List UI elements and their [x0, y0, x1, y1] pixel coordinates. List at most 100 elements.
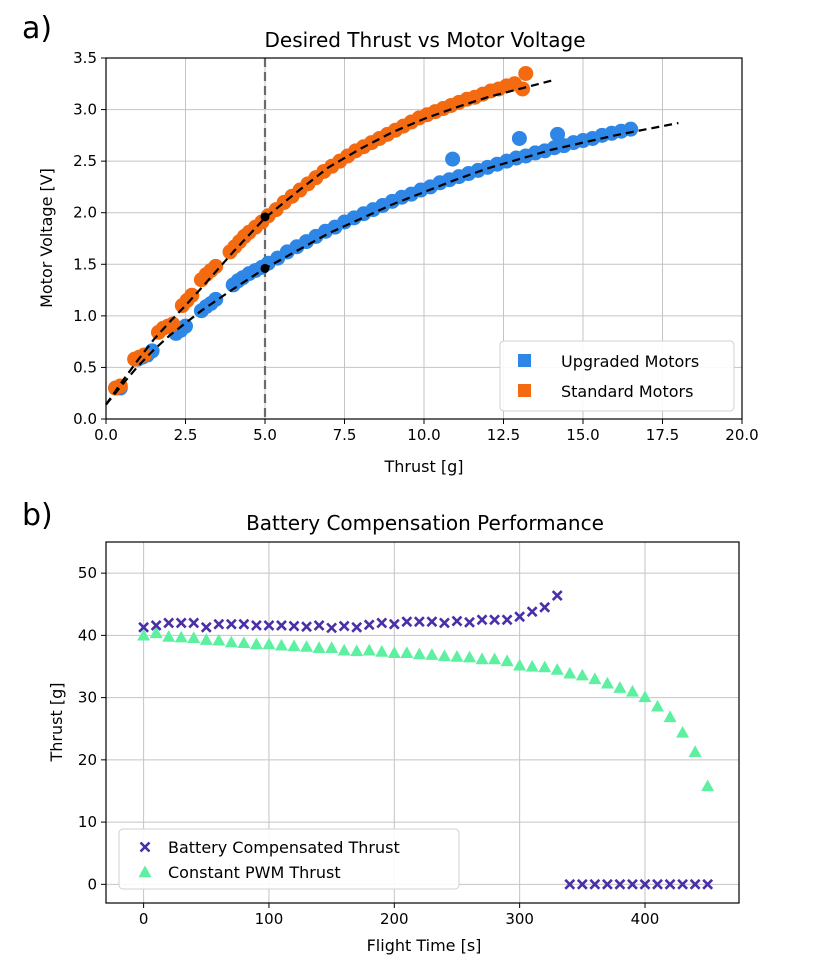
point-battery-compensated [464, 616, 475, 628]
point-constant-pwm [663, 710, 677, 723]
legend-swatch-standard-motors [518, 384, 531, 397]
point-battery-compensated [338, 620, 350, 632]
point-constant-pwm [274, 638, 288, 651]
point-constant-pwm [337, 643, 351, 656]
point-constant-pwm [375, 645, 389, 657]
point-upgraded-motors [511, 130, 527, 146]
point-battery-compensated [363, 619, 375, 631]
point-constant-pwm [224, 635, 238, 648]
chart-b-x-ticks: 0 100 200 300 400 [139, 903, 659, 928]
point-standard-motors [165, 316, 181, 332]
reference-point [260, 212, 270, 222]
point-constant-pwm [262, 637, 276, 650]
point-constant-pwm [362, 643, 376, 656]
chart-b-legend: Battery Compensated Thrust Constant PWM … [118, 828, 460, 890]
chart-a-x-tick-label: 20.0 [725, 426, 758, 444]
chart-a-y-tick-label: 3.0 [73, 101, 97, 119]
point-upgraded-motors [178, 318, 193, 334]
chart-a-x-tick-label: 0.0 [94, 426, 118, 444]
legend-triangle-marker [138, 865, 152, 878]
point-battery-compensated [250, 619, 262, 631]
point-constant-pwm [538, 660, 552, 673]
legend-marker-constant-pwm [138, 865, 152, 878]
point-battery-compensated [288, 620, 300, 632]
point-constant-pwm [450, 650, 464, 662]
point-battery-compensated [388, 618, 400, 630]
point-battery-compensated [200, 621, 212, 633]
chart-b-y-tick-label: 0 [87, 875, 97, 893]
chart-a-x-axis-label: Thrust [g] [384, 457, 464, 476]
point-constant-pwm [287, 639, 301, 652]
point-constant-pwm [625, 684, 639, 697]
point-battery-compensated [376, 617, 388, 629]
chart-b-x-axis-label: Flight Time [s] [367, 936, 482, 955]
legend-label-standard-motors: Standard Motors [561, 382, 693, 401]
legend-label-constant-pwm: Constant PWM Thrust [168, 863, 341, 882]
chart-b-y-tick-label: 30 [78, 689, 97, 707]
chart-a-y-axis-label: Motor Voltage [V] [37, 168, 56, 308]
point-constant-pwm [174, 630, 188, 643]
point-constant-pwm [688, 745, 702, 757]
legend-label-upgraded-motors: Upgraded Motors [561, 352, 699, 371]
point-constant-pwm [513, 658, 527, 671]
chart-a-x-tick-label: 15.0 [566, 426, 599, 444]
point-upgraded-motors [623, 121, 639, 137]
chart-a-x-tick-label: 10.0 [407, 426, 440, 444]
fit-curve-upgraded [105, 121, 679, 406]
point-constant-pwm [249, 637, 263, 650]
chart-a-x-tick-label: 5.0 [253, 426, 277, 444]
point-constant-pwm [350, 644, 364, 657]
point-battery-compensated [225, 618, 237, 630]
point-battery-compensated [351, 621, 363, 633]
chart-a-y-ticks: 0.0 0.5 1.0 1.5 2.0 2.5 3.0 3.5 [73, 49, 106, 428]
point-constant-pwm [149, 626, 163, 639]
point-standard-motors [518, 65, 534, 81]
chart-a-x-tick-label: 17.5 [646, 426, 679, 444]
point-battery-compensated [614, 878, 626, 890]
point-battery-compensated [263, 619, 275, 631]
point-battery-compensated [689, 878, 701, 890]
chart-a-x-ticks: 0.0 2.5 5.0 7.5 10.0 12.5 15.0 17.5 20.0 [94, 419, 759, 444]
point-battery-compensated [188, 617, 200, 629]
chart-a-y-tick-label: 1.5 [73, 255, 97, 273]
chart-b-x-tick-label: 100 [255, 910, 284, 928]
point-constant-pwm [437, 649, 451, 662]
point-battery-compensated [501, 614, 513, 626]
chart-thrust-vs-voltage: a) Desired Thrust vs Motor Voltage 0.0 2.… [22, 11, 759, 476]
chart-b-x-tick-label: 300 [505, 910, 534, 928]
point-constant-pwm [463, 650, 477, 663]
point-battery-compensated [426, 616, 438, 628]
point-battery-compensated [413, 616, 425, 628]
point-constant-pwm [588, 672, 602, 685]
chart-b-plot-area [137, 590, 715, 890]
chart-a-x-tick-label: 2.5 [174, 426, 198, 444]
chart-b-y-tick-label: 10 [78, 813, 97, 831]
point-battery-compensated [702, 878, 714, 890]
panel-label-a: a) [22, 11, 52, 46]
chart-battery-compensation: b) Battery Compensation Performance 0 100… [22, 498, 740, 955]
point-battery-compensated [476, 614, 488, 626]
chart-b-legend-box [118, 828, 460, 890]
point-standard-motors [184, 287, 200, 303]
legend-marker-battery-compensated [139, 841, 151, 853]
chart-a-legend-box [499, 340, 735, 412]
point-constant-pwm [187, 631, 201, 644]
point-constant-pwm [651, 699, 665, 712]
chart-b-y-tick-label: 40 [78, 626, 97, 644]
point-battery-compensated [451, 615, 463, 627]
chart-b-y-tick-label: 20 [78, 751, 97, 769]
point-upgraded-motors [445, 151, 461, 167]
point-battery-compensated [301, 621, 312, 633]
chart-a-y-tick-label: 2.0 [73, 204, 97, 222]
point-battery-compensated [489, 614, 500, 626]
chart-b-y-axis-label: Thrust [g] [47, 683, 66, 763]
point-battery-compensated [526, 606, 538, 618]
chart-a-title: Desired Thrust vs Motor Voltage [264, 28, 585, 52]
point-battery-compensated [564, 878, 576, 890]
chart-a-y-tick-label: 1.0 [73, 307, 97, 325]
point-constant-pwm [237, 636, 251, 649]
point-constant-pwm [613, 681, 627, 693]
point-constant-pwm [425, 648, 439, 660]
chart-a-y-tick-label: 0.0 [73, 410, 97, 428]
